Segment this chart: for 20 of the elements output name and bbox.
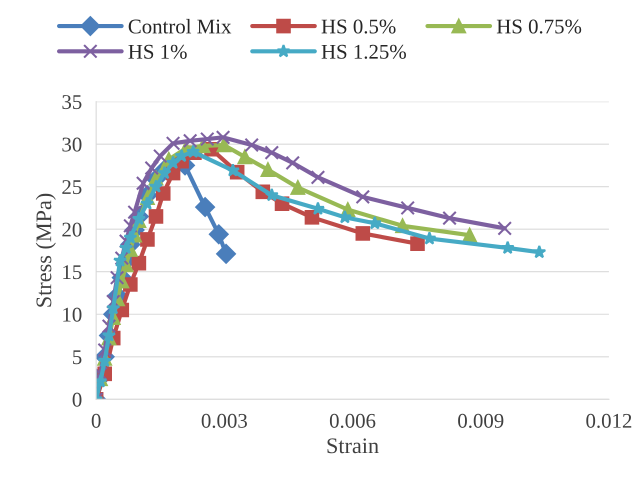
legend-label: HS 1.25% (322, 44, 406, 59)
y-tick-label: 35 (62, 95, 82, 110)
y-tick-label: 25 (62, 180, 82, 194)
y-tick-label: 0 (72, 392, 82, 407)
legend-label: Control Mix (128, 18, 232, 34)
x-axis-title: Strain (327, 438, 379, 454)
y-tick-label: 15 (63, 265, 82, 280)
legend-label: HS 0.5% (322, 19, 396, 34)
y-tick-label: 20 (62, 222, 82, 237)
x-tick-label: 0.012 (586, 414, 632, 428)
x-tick-label: 0.003 (202, 414, 247, 428)
y-axis-title: Stress (MPa) (36, 194, 56, 307)
y-tick-label: 30 (62, 138, 82, 152)
x-tick-label: 0.009 (458, 414, 504, 428)
x-tick-label: 0.006 (330, 414, 376, 428)
x-tick-label: 0 (92, 414, 101, 428)
y-tick-label: 5 (73, 350, 82, 364)
legend-label: HS 0.75% (496, 19, 582, 34)
legend-label: HS 1% (128, 44, 187, 59)
y-tick-label: 10 (63, 308, 82, 322)
